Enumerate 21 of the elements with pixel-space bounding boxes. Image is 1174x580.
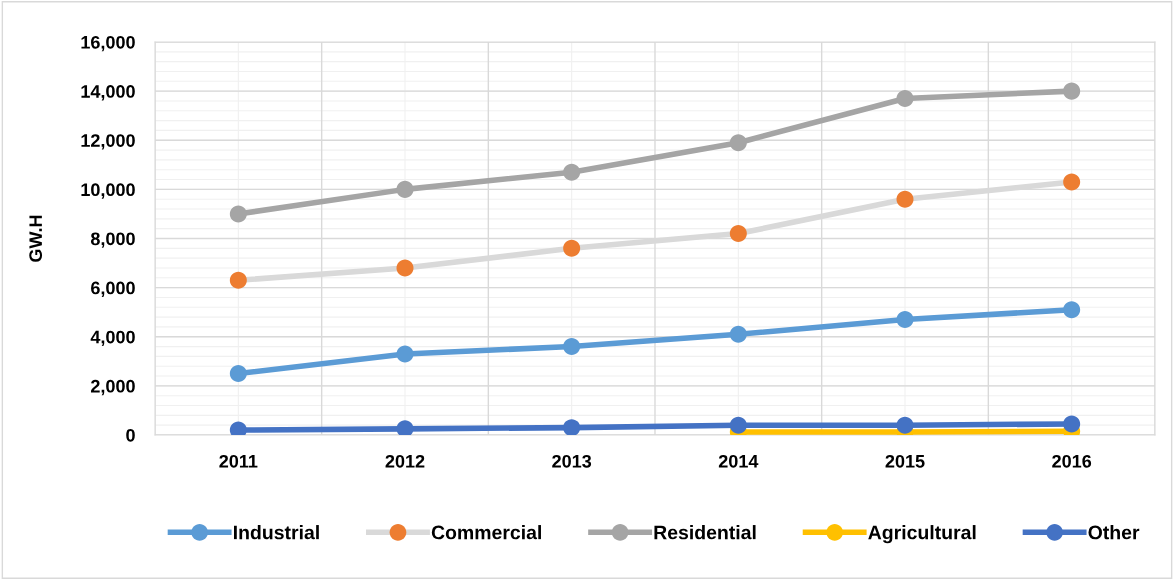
legend-label: Residential: [654, 525, 756, 540]
y-tick-label: 12,000: [81, 134, 135, 150]
y-tick-label: 2,000: [91, 379, 135, 396]
x-tick-label: 2014: [718, 454, 759, 468]
y-tick-label: 10,000: [81, 183, 135, 199]
y-tick-label: 4,000: [90, 330, 135, 347]
legend-label: Industrial: [233, 525, 319, 540]
y-tick-label: 0: [126, 428, 135, 442]
x-tick-label: 2015: [885, 454, 925, 468]
legend-label: Commercial: [431, 525, 541, 540]
y-tick-label: 8,000: [90, 232, 135, 248]
x-tick-label: 2012: [385, 454, 425, 468]
x-tick-label: 2016: [1052, 454, 1092, 468]
y-tick-label: 14,000: [81, 85, 135, 101]
x-tick-label: 2011: [219, 454, 258, 468]
legend-label: Other: [1088, 525, 1140, 540]
legend-label: Agricultural: [868, 525, 976, 544]
y-tick-label: 16,000: [81, 35, 135, 52]
y-tick-label: 6,000: [91, 281, 135, 297]
x-tick-label: 2013: [552, 454, 592, 468]
y-axis-title: GW.H: [29, 215, 43, 262]
